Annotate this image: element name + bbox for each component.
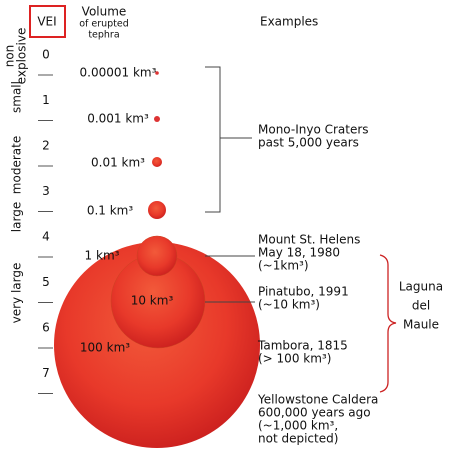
example-label: 600,000 years ago bbox=[258, 406, 371, 420]
laguna-label: del bbox=[412, 299, 430, 313]
volume-label: 0.00001 km³ bbox=[80, 66, 157, 80]
example-label: Yellowstone Caldera bbox=[257, 393, 378, 407]
example-label: Pinatubo, 1991 bbox=[258, 285, 349, 299]
vei-number: 0 bbox=[42, 48, 50, 62]
examples-header: Examples bbox=[260, 15, 318, 29]
volume-label: 100 km³ bbox=[80, 341, 130, 355]
example-label: not depicted) bbox=[258, 432, 338, 446]
example-label: (~1km³) bbox=[258, 259, 309, 273]
vei-number: 1 bbox=[42, 93, 50, 107]
bracket bbox=[205, 66, 252, 213]
category: large bbox=[10, 202, 24, 232]
volume-header: tephra bbox=[88, 30, 119, 41]
volume-label: 0.001 km³ bbox=[87, 112, 149, 126]
laguna-label: Maule bbox=[403, 318, 439, 332]
category: small bbox=[10, 81, 24, 113]
example-label: Tambora, 1815 bbox=[257, 339, 348, 353]
example-label: (> 100 km³) bbox=[258, 352, 331, 366]
volume-circle bbox=[154, 116, 160, 122]
volume-label: 0.1 km³ bbox=[87, 204, 134, 218]
category: very large bbox=[10, 263, 24, 324]
example-label: past 5,000 years bbox=[258, 136, 359, 150]
volume-circle bbox=[155, 71, 159, 75]
volume-circle bbox=[152, 157, 162, 167]
volume-header: of erupted bbox=[79, 19, 129, 30]
example-label: Mount St. Helens bbox=[258, 233, 360, 247]
laguna-bracket bbox=[379, 254, 397, 393]
example-label: (~10 km³) bbox=[258, 298, 320, 312]
category: non bbox=[3, 45, 17, 68]
laguna-label: Laguna bbox=[399, 280, 443, 294]
vei-header: VEI bbox=[37, 15, 56, 29]
volume-circle bbox=[136, 235, 178, 277]
vei-number: 2 bbox=[42, 139, 50, 153]
example-label: (~1,000 km³, bbox=[258, 419, 338, 433]
vei-number: 7 bbox=[42, 366, 50, 380]
volume-label: 1 km³ bbox=[85, 249, 120, 263]
vei-number: 4 bbox=[42, 230, 50, 244]
vei-number: 6 bbox=[42, 321, 50, 335]
example-label: May 18, 1980 bbox=[258, 246, 340, 260]
category: moderate bbox=[10, 136, 24, 194]
volume-label: 0.01 km³ bbox=[91, 156, 145, 170]
vei-number: 5 bbox=[42, 275, 50, 289]
vei-number: 3 bbox=[42, 184, 50, 198]
volume-circle bbox=[148, 201, 166, 219]
category: explosive bbox=[15, 28, 29, 85]
volume-header: Volume bbox=[82, 5, 127, 19]
example-label: Mono-Inyo Craters bbox=[258, 123, 369, 137]
volume-label: 10 km³ bbox=[131, 294, 174, 308]
vei-box bbox=[29, 5, 66, 38]
